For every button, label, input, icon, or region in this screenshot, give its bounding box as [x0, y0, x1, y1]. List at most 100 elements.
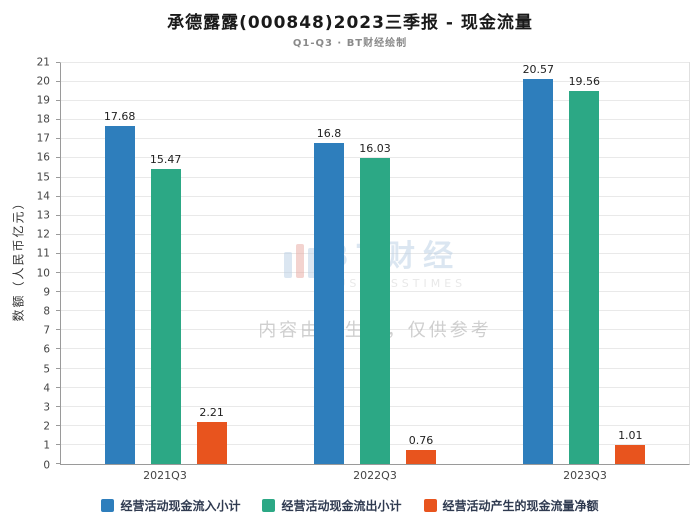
- y-tick-mark: [56, 348, 60, 350]
- bar-groups: 17.68 15.47 2.21 16.8 16.03 0.76 20.57 19.56 1.0…: [61, 63, 689, 464]
- x-axis-category-labels: 2021Q3 2022Q3 2023Q3: [60, 469, 690, 482]
- y-tick-mark: [56, 310, 60, 312]
- y-tick-label: 9: [43, 286, 50, 299]
- y-tick-label: 18: [36, 113, 50, 126]
- y-tick-label: 10: [36, 266, 50, 279]
- y-axis-title: 数额（人民币亿元）: [11, 195, 26, 322]
- bar-wrap: 1.01: [615, 63, 646, 464]
- bar-value-label: 20.57: [522, 63, 555, 76]
- bar: [523, 79, 554, 464]
- y-tick-label: 7: [43, 324, 50, 337]
- y-tick-mark: [56, 214, 60, 216]
- y-tick-label: 8: [43, 305, 50, 318]
- bar-value-label: 0.76: [408, 433, 434, 447]
- bar: [104, 126, 135, 464]
- y-tick-label: 5: [43, 362, 50, 375]
- y-tick-mark: [56, 424, 60, 426]
- bar-wrap: 0.76: [405, 63, 436, 464]
- bar-value-label: 17.68: [103, 110, 136, 124]
- bar-value-label: 16.03: [359, 141, 391, 155]
- legend-item[interactable]: 经营活动产生的现金流量净额: [423, 497, 599, 514]
- y-tick-mark: [56, 81, 60, 83]
- gridline: [61, 138, 689, 140]
- gridline: [61, 100, 689, 102]
- y-tick-mark: [56, 100, 60, 102]
- y-tick-label: 17: [36, 132, 50, 145]
- bar: [569, 90, 600, 464]
- y-axis-tick-labels: 0 1 2 3 4 5 6 7 8 9 10 11 12 13 14 15 16 17 18 19 20 21: [28, 57, 54, 470]
- bar-group: 16.8 16.03 0.76: [270, 63, 479, 464]
- y-tick-mark: [56, 119, 60, 121]
- legend-label: 经营活动产生的现金流量净额: [442, 499, 599, 513]
- bar: [313, 143, 344, 464]
- x-axis-category-label: 2022Q3: [353, 469, 397, 482]
- legend-label: 经营活动现金流出小计: [281, 499, 402, 513]
- y-tick-mark: [56, 138, 60, 140]
- y-tick-label: 21: [36, 55, 50, 68]
- y-tick-label: 6: [43, 343, 50, 356]
- y-tick-mark: [56, 195, 60, 197]
- bar: [196, 421, 227, 464]
- legend-label: 经营活动现金流入小计: [120, 499, 241, 513]
- bar-value-label: 16.8: [316, 127, 342, 141]
- x-axis-category-label: 2023Q3: [563, 469, 607, 482]
- y-tick-label: 20: [36, 74, 50, 87]
- gridline: [61, 119, 689, 121]
- legend-item[interactable]: 经营活动现金流入小计: [101, 497, 240, 514]
- y-tick-mark: [56, 252, 60, 254]
- legend-item[interactable]: 经营活动现金流出小计: [262, 497, 402, 514]
- plot-area: BT财经 BUSINESSTIMES 内容由AI生成，仅供参考 17.6815.…: [56, 62, 690, 465]
- bar-group: 17.68 15.47 2.21: [61, 63, 270, 464]
- bar-value-label: 19.56: [568, 74, 601, 88]
- bar-wrap: 2.21: [196, 63, 227, 464]
- bar-group: 20.57 19.56 1.01: [480, 63, 689, 464]
- x-axis-category-label: 2021Q3: [143, 469, 187, 482]
- bar-wrap: 17.68: [103, 63, 136, 464]
- y-tick-mark: [56, 443, 60, 445]
- y-tick-mark: [56, 386, 60, 388]
- y-tick-label: 3: [43, 401, 50, 414]
- y-tick-mark: [56, 176, 60, 178]
- gridline: [61, 81, 689, 83]
- bar-wrap: 16.8: [313, 63, 344, 464]
- y-tick-mark: [56, 272, 60, 274]
- y-tick-label: 2: [43, 420, 50, 433]
- y-tick-mark: [56, 329, 60, 331]
- bar: [150, 168, 181, 464]
- y-tick-mark: [56, 62, 60, 63]
- bar: [359, 157, 390, 464]
- bar-wrap: 15.47: [149, 63, 182, 464]
- bar-wrap: 19.56: [568, 63, 601, 464]
- y-tick-label: 14: [36, 190, 50, 203]
- y-tick-label: 13: [36, 209, 50, 222]
- y-tick-label: 0: [43, 458, 50, 471]
- bar-value-label: 2.21: [199, 405, 224, 419]
- y-tick-label: 16: [36, 151, 50, 164]
- y-tick-label: 1: [43, 439, 50, 452]
- legend-marker-icon: [101, 499, 115, 512]
- y-tick-label: 15: [36, 170, 50, 183]
- legend-marker-icon: [262, 499, 276, 512]
- y-tick-mark: [56, 463, 60, 464]
- chart-title: 承德露露(000848)2023三季报 - 现金流量: [167, 13, 533, 33]
- bar-wrap: 20.57: [522, 63, 555, 464]
- y-tick-mark: [56, 157, 60, 159]
- y-tick-mark: [56, 233, 60, 235]
- y-tick-mark: [56, 291, 60, 293]
- chart-subtitle: Q1-Q3 · BT财经绘制: [292, 38, 408, 49]
- bar: [615, 444, 646, 464]
- bar-value-label: 15.47: [149, 152, 182, 166]
- gridline: [61, 62, 689, 63]
- y-tick-mark: [56, 405, 60, 407]
- bar-value-label: 1.01: [618, 428, 643, 442]
- y-tick-label: 12: [36, 228, 50, 241]
- bar: [405, 449, 436, 464]
- y-tick-mark: [56, 367, 60, 369]
- legend-marker-icon: [423, 499, 437, 512]
- legend: 经营活动现金流入小计 经营活动现金流出小计 经营活动产生的现金流量净额: [0, 497, 700, 514]
- y-tick-label: 4: [43, 382, 50, 394]
- y-tick-label: 11: [36, 247, 50, 260]
- bar-wrap: 16.03: [359, 63, 391, 464]
- y-tick-label: 19: [36, 94, 50, 107]
